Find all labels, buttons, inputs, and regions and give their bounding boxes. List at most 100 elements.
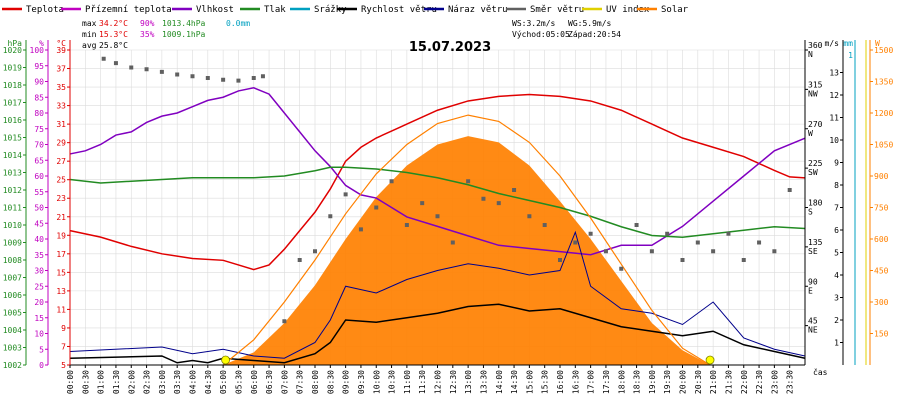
tick-time: 09:30 xyxy=(357,370,366,394)
tick-ms: 6 xyxy=(834,226,839,235)
tick-w: 1050 xyxy=(874,141,893,150)
legend-label: Solar xyxy=(661,5,689,15)
stat-max-temp: 34.2°C xyxy=(99,19,128,28)
tick-percent: 0 xyxy=(39,361,44,370)
tick-time: 00:00 xyxy=(66,370,75,394)
tick-ms: 13 xyxy=(829,69,839,78)
tick-percent: 90 xyxy=(34,78,44,87)
direction-point xyxy=(374,205,379,210)
tick-dir-compass: W xyxy=(808,129,813,138)
tick-w: 450 xyxy=(874,267,889,276)
tick-temp: 37 xyxy=(56,65,66,74)
tick-time: 03:30 xyxy=(173,370,182,394)
direction-point xyxy=(603,249,608,254)
sunset-marker xyxy=(705,355,715,365)
tick-temp: 13 xyxy=(56,287,66,296)
direction-point xyxy=(313,249,317,254)
tick-ms: 12 xyxy=(829,91,839,100)
tick-temp: 27 xyxy=(56,157,66,166)
tick-time: 21:00 xyxy=(709,370,718,394)
legend-label: Směr větru xyxy=(530,5,584,15)
tick-dir: 45 xyxy=(808,317,818,326)
tick-dir-compass: S xyxy=(808,208,813,217)
tick-time: 15:00 xyxy=(525,370,534,394)
direction-point xyxy=(588,231,593,236)
tick-percent: 55 xyxy=(34,188,44,197)
direction-point xyxy=(619,266,624,271)
tick-time: 14:30 xyxy=(510,370,519,394)
axis-label-temp: °C xyxy=(56,39,66,48)
series-teplota xyxy=(69,93,806,271)
tick-w: 600 xyxy=(874,235,889,244)
tick-percent: 40 xyxy=(34,235,44,244)
tick-time: 15:30 xyxy=(541,370,550,394)
tick-time: 13:30 xyxy=(479,370,488,394)
tick-temp: 15 xyxy=(56,268,66,277)
direction-point xyxy=(190,74,195,79)
tick-time: 02:30 xyxy=(143,370,152,394)
direction-point xyxy=(680,258,685,262)
tick-temp: 19 xyxy=(56,231,66,240)
tick-percent: 35 xyxy=(34,251,44,260)
tick-ms: 4 xyxy=(834,271,839,280)
tick-hPa: 1008 xyxy=(3,256,22,265)
tick-time: 16:00 xyxy=(556,370,565,394)
axis-label-hPa: hPa xyxy=(8,39,23,48)
stat-min-press: 1009.1hPa xyxy=(162,30,206,39)
direction-point xyxy=(542,223,547,227)
tick-dir-compass: NE xyxy=(808,326,818,335)
axis-label-percent: % xyxy=(39,39,44,48)
tick-temp: 35 xyxy=(56,83,66,92)
direction-point xyxy=(665,231,670,236)
axis-label-w: W xyxy=(875,39,880,48)
stat-max-rain: 0.0mm xyxy=(226,19,250,28)
tick-hPa: 1020 xyxy=(3,46,22,55)
tick-time: 07:00 xyxy=(280,370,289,394)
direction-point xyxy=(113,61,118,66)
tick-hPa: 1012 xyxy=(3,186,22,195)
tick-w: 300 xyxy=(874,298,889,307)
sunrise-time: Východ:05:05 xyxy=(512,30,570,39)
direction-point xyxy=(481,196,486,201)
tick-hPa: 1018 xyxy=(3,81,22,90)
tick-w: 1500 xyxy=(874,46,893,55)
tick-percent: 85 xyxy=(34,93,44,102)
legend-label: UV index xyxy=(606,5,650,15)
tick-time: 03:00 xyxy=(158,370,167,394)
tick-hPa: 1014 xyxy=(3,151,22,160)
tick-time: 21:30 xyxy=(724,370,733,394)
tick-percent: 95 xyxy=(34,62,44,71)
direction-point xyxy=(389,179,394,184)
tick-hPa: 1002 xyxy=(3,361,22,370)
tick-ms: 5 xyxy=(834,249,839,258)
tick-temp: 29 xyxy=(56,139,66,148)
direction-point xyxy=(129,65,134,70)
tick-hPa: 1013 xyxy=(3,169,22,178)
tick-time: 09:00 xyxy=(342,370,351,394)
stat-max-hum: 90% xyxy=(140,19,155,28)
tick-time: 22:30 xyxy=(755,370,764,394)
tick-temp: 21 xyxy=(56,213,66,222)
legend-label: Srážky xyxy=(314,5,347,15)
legend-label: Přízemní teplota xyxy=(85,5,172,15)
tick-ms: 11 xyxy=(829,114,839,123)
tick-time: 20:00 xyxy=(679,370,688,394)
tick-temp: 25 xyxy=(56,176,66,185)
stat-max-label: max xyxy=(82,19,97,28)
direction-point xyxy=(711,249,716,254)
tick-percent: 25 xyxy=(34,282,44,291)
tick-mm: 1 xyxy=(848,51,853,60)
direction-point xyxy=(358,227,363,232)
tick-ms: 10 xyxy=(829,136,839,145)
tick-temp: 11 xyxy=(56,305,66,314)
tick-time: 01:30 xyxy=(112,370,121,394)
tick-time: 22:00 xyxy=(740,370,749,394)
direction-point xyxy=(726,231,731,236)
tick-temp: 7 xyxy=(61,342,66,351)
axis-label-mm: mm xyxy=(843,39,853,48)
tick-dir: 90 xyxy=(808,277,818,286)
series-tlak xyxy=(69,166,806,239)
tick-temp: 39 xyxy=(56,46,66,55)
tick-time: 16:30 xyxy=(571,370,580,394)
